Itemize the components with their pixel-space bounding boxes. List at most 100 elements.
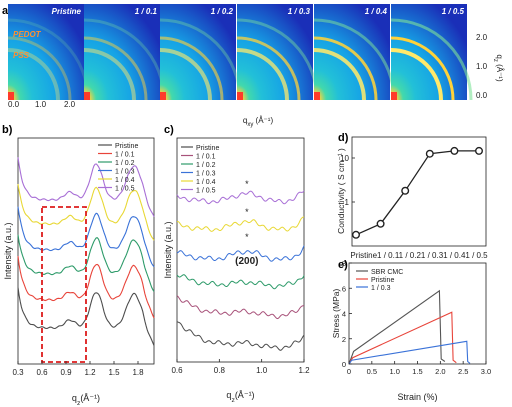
panel-label-d: d) <box>338 132 349 144</box>
heatmap-y-ticks: 0.0 1.0 2.0 <box>476 33 488 100</box>
series-line-2 <box>176 274 305 290</box>
giwaxs-panel: Pristine 1 / 0.1 1 / 0.2 1 / 0.3 1 / 0.4 1 / … <box>7 4 473 101</box>
legend-label-4: 1 / 0.4 <box>115 177 135 184</box>
y-tick-label: 6 <box>342 284 346 293</box>
x-tick-labels: Pristine1 / 0.11 / 0.21 / 0.31 / 0.41 / … <box>350 251 488 260</box>
heatmap-ring-2-0 <box>159 48 212 101</box>
x-axis-label: Strain (%) <box>397 392 437 402</box>
y-tick-label: 1 <box>345 198 350 207</box>
legend-label-0: Pristine <box>115 143 138 150</box>
y-tick-label: 0 <box>342 360 346 369</box>
x-tick-label: 2.0 <box>435 367 445 376</box>
x-tick-label: 1.2 <box>84 368 96 377</box>
heatmap-ring-0-1 <box>7 36 72 101</box>
x-tick-label: 0.8 <box>214 366 226 375</box>
heatmap-ring-1-0 <box>83 48 136 101</box>
plot-frame <box>17 137 155 365</box>
legend-label-1: 1 / 0.1 <box>115 152 135 159</box>
y-axis-label: Intensity (a.u.) <box>3 222 13 279</box>
y-tick-label: 2 <box>342 335 346 344</box>
y-tick-label: 4 <box>342 310 346 319</box>
heatmap-ring-5-0 <box>390 48 443 101</box>
heatmap-ring-4-1 <box>313 36 378 101</box>
y-tick-label: 8 <box>342 259 346 268</box>
heatmap-beamstop-0 <box>8 92 14 100</box>
heatmap-x-ticks: 0.0 1.0 2.0 <box>8 100 76 109</box>
series-line-3 <box>176 245 305 262</box>
heatmap-beamstop-4 <box>314 92 320 100</box>
conductivity-point-0 <box>352 230 361 239</box>
conductivity-line <box>355 150 479 236</box>
x-tick-label: 1.0 <box>389 367 399 376</box>
heatmap-ytick-1: 1.0 <box>476 62 488 71</box>
legend-label-2: 1 / 0.2 <box>115 160 135 167</box>
plot-frame <box>176 137 305 363</box>
heatmap-ring-2-1 <box>159 36 224 101</box>
xrd-zoom-panel: ***(200)Pristine1 / 0.11 / 0.21 / 0.31 /… <box>163 137 310 404</box>
x-tick-label: 0.6 <box>171 366 183 375</box>
x-tick-label: 1.5 <box>412 367 422 376</box>
heatmap-ytick-0: 0.0 <box>476 91 488 100</box>
x-axis-label: qz(Å⁻¹) <box>72 393 100 407</box>
heatmap-xtick-2: 2.0 <box>64 100 76 109</box>
x-tick-label: 1.0 <box>256 366 268 375</box>
x-tick-label: 0.9 <box>60 368 72 377</box>
x-tick-label: 1.8 <box>132 368 144 377</box>
x-tick-label: 1.2 <box>298 366 310 375</box>
x-tick-label: 2.5 <box>458 367 468 376</box>
x-tick-label: 3.0 <box>481 367 491 376</box>
series-line-3 <box>17 206 155 268</box>
zoom-region-box <box>41 206 87 363</box>
legend-label-1: Pristine <box>371 277 394 284</box>
x-tick-label: 1.5 <box>108 368 120 377</box>
legend-label-5: 1 / 0.5 <box>115 186 135 193</box>
conductivity-point-4 <box>450 146 459 155</box>
heatmap-map-0 <box>8 4 84 100</box>
legend-label-5: 1 / 0.5 <box>196 188 216 195</box>
heatmap-label-pedot: PEDOT <box>13 30 42 39</box>
peak-marker-2: * <box>245 232 249 242</box>
legend-label-2: 1 / 0.3 <box>371 285 391 292</box>
x-tick-label: 0.3 <box>12 368 24 377</box>
heatmap-title-5: 1 / 0.5 <box>442 7 465 16</box>
legend-label-2: 1 / 0.2 <box>196 162 216 169</box>
heatmap-x-axis-label: qxy (Å⁻¹) <box>243 116 274 128</box>
heatmap-y-axis-label: qz (Å⁻¹) <box>492 54 504 82</box>
heatmap-map-1 <box>84 4 160 100</box>
x-tick-label: 0 <box>347 367 351 376</box>
heatmap-ring-3-1 <box>236 36 301 101</box>
x-tick-label: 0.6 <box>36 368 48 377</box>
peak-annotation: (200) <box>235 256 258 267</box>
legend-label-3: 1 / 0.3 <box>115 169 135 176</box>
legend-label-3: 1 / 0.3 <box>196 171 216 178</box>
conductivity-point-3 <box>425 149 434 158</box>
heatmap-title-2: 1 / 0.2 <box>211 7 234 16</box>
y-axis-label: Intensity (a.u.) <box>163 221 173 278</box>
heatmap-ring-0-0 <box>7 48 60 101</box>
conductivity-panel: 1 10 Pristine1 / 0.11 / 0.21 / 0.31 / 0.41… <box>336 136 488 260</box>
heatmap-xtick-0: 0.0 <box>8 100 20 109</box>
peak-marker-0: * <box>245 179 249 189</box>
series-line-5 <box>176 190 305 205</box>
series-line-0 <box>348 289 446 365</box>
heatmap-ring-4-0 <box>313 48 366 101</box>
y-axis-label: Stress (MPa) <box>331 289 341 339</box>
heatmap-beamstop-2 <box>160 92 166 100</box>
legend-label-1: 1 / 0.1 <box>196 154 216 161</box>
heatmap-title-1: 1 / 0.1 <box>135 7 158 16</box>
series-line-5 <box>17 157 155 217</box>
heatmap-ring-1-1 <box>83 36 148 101</box>
panel-label-b: b) <box>2 124 13 136</box>
heatmap-beamstop-5 <box>391 92 397 100</box>
conductivity-point-5 <box>475 146 484 155</box>
series-line-2 <box>348 340 471 365</box>
x-tick-label: 0.5 <box>367 367 377 376</box>
heatmap-ring-5-2 <box>390 18 473 101</box>
heatmap-beamstop-3 <box>237 92 243 100</box>
heatmap-ring-5-1 <box>390 36 455 101</box>
heatmap-title-0: Pristine <box>52 7 82 16</box>
panel-label-a: a) <box>2 5 12 17</box>
x-axis-label: qz(Å⁻¹) <box>226 390 254 404</box>
